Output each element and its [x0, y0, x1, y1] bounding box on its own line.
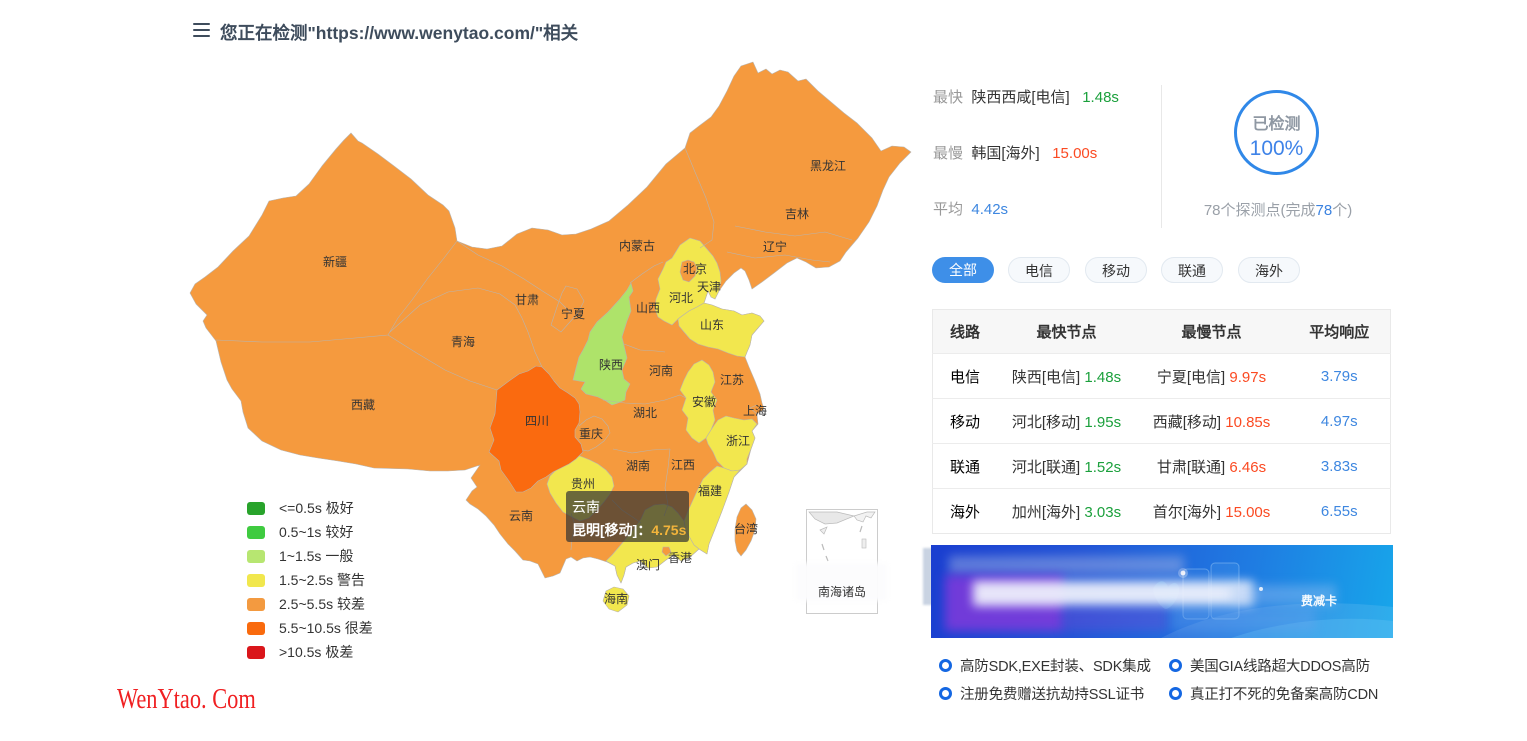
- svg-text:新疆: 新疆: [323, 254, 347, 269]
- svg-text:福建: 福建: [698, 483, 722, 498]
- svg-text:内蒙古: 内蒙古: [619, 238, 655, 253]
- svg-text:青海: 青海: [451, 334, 475, 349]
- svg-text:四川: 四川: [525, 414, 549, 428]
- svg-text:湖南: 湖南: [626, 458, 650, 473]
- svg-text:澳门: 澳门: [636, 557, 660, 572]
- svg-text:云南: 云南: [509, 508, 533, 523]
- svg-text:山东: 山东: [700, 318, 724, 332]
- svg-text:河南: 河南: [649, 363, 673, 378]
- svg-text:吉林: 吉林: [785, 207, 809, 221]
- svg-text:江西: 江西: [671, 458, 695, 472]
- svg-text:重庆: 重庆: [579, 427, 603, 441]
- svg-text:黑龙江: 黑龙江: [810, 159, 846, 173]
- svg-text:辽宁: 辽宁: [763, 239, 787, 254]
- svg-text:江苏: 江苏: [720, 373, 744, 387]
- svg-text:湖北: 湖北: [633, 405, 657, 420]
- svg-text:陕西: 陕西: [599, 357, 623, 372]
- svg-text:宁夏: 宁夏: [561, 306, 585, 321]
- svg-text:香港: 香港: [668, 551, 692, 565]
- svg-text:天津: 天津: [697, 280, 721, 294]
- svg-text:山西: 山西: [636, 301, 660, 315]
- svg-text:台湾: 台湾: [734, 521, 758, 536]
- svg-text:西藏: 西藏: [351, 398, 375, 412]
- svg-text:上海: 上海: [743, 403, 767, 418]
- svg-text:浙江: 浙江: [726, 434, 750, 448]
- svg-text:河北: 河北: [669, 291, 693, 305]
- svg-text:安徽: 安徽: [692, 394, 716, 409]
- svg-text:北京: 北京: [683, 262, 707, 276]
- svg-text:贵州: 贵州: [571, 477, 595, 491]
- svg-text:海南: 海南: [604, 591, 628, 606]
- svg-text:甘肃: 甘肃: [515, 293, 539, 307]
